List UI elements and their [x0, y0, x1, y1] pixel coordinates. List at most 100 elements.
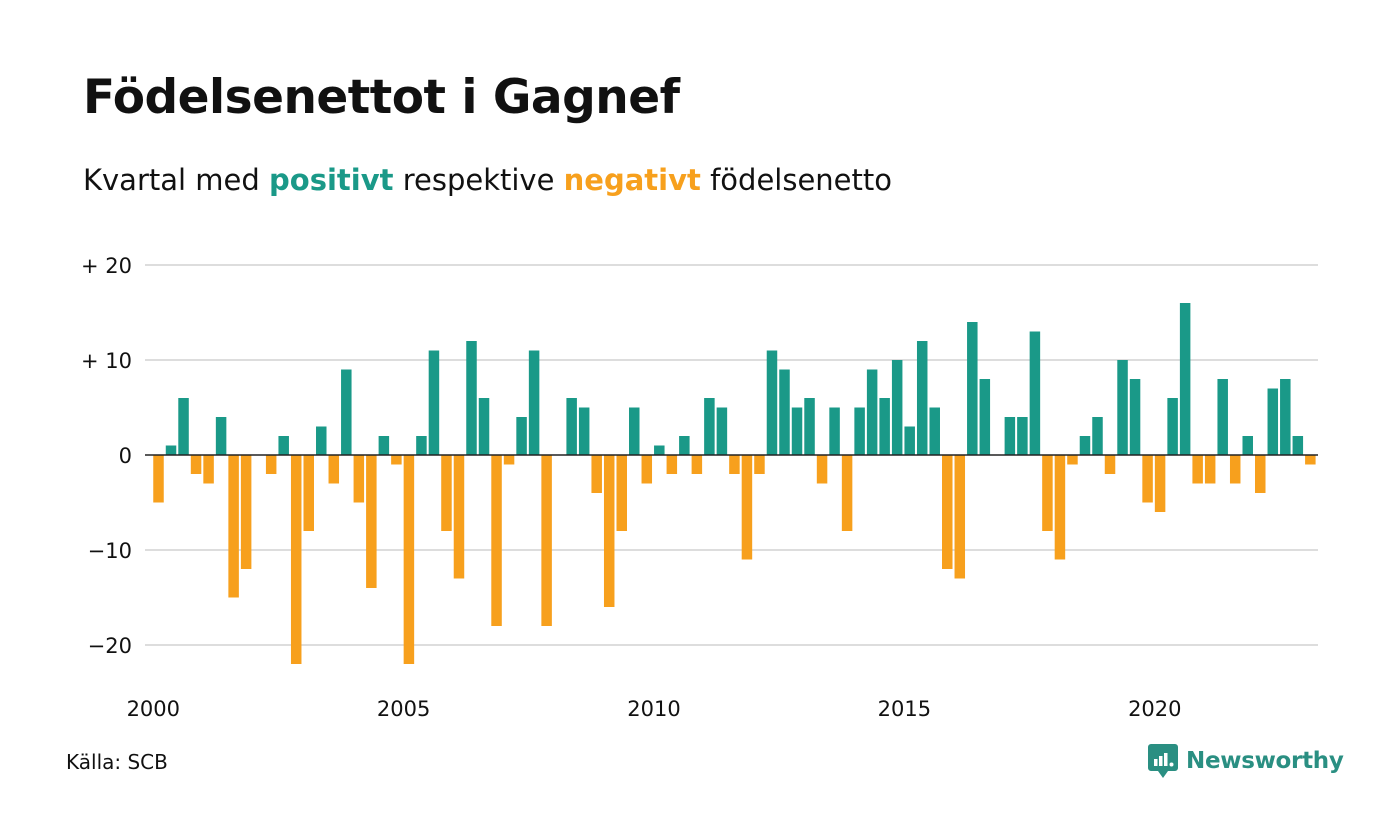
bar-negative — [1192, 455, 1203, 484]
bar-positive — [891, 360, 903, 455]
bar-positive — [1292, 436, 1304, 455]
bar-negative — [290, 455, 302, 664]
bar-negative — [503, 455, 515, 465]
bar-negative — [1054, 455, 1066, 560]
bar-positive — [1017, 417, 1028, 455]
bar-positive — [1280, 379, 1291, 455]
bar-positive — [528, 350, 540, 455]
bar-positive — [979, 379, 991, 455]
y-tick-label: −10 — [88, 539, 132, 563]
bar-negative — [391, 455, 402, 465]
bar-positive — [478, 398, 490, 455]
bar-negative — [328, 455, 340, 484]
bar-positive — [1242, 436, 1253, 455]
bar-positive — [1117, 360, 1128, 455]
source-note: Källa: SCB — [66, 750, 168, 774]
subtitle-suffix: födelsenetto — [700, 163, 892, 197]
bar-negative — [153, 455, 164, 503]
bar-positive — [215, 417, 227, 455]
bar-negative — [303, 455, 314, 531]
bar-negative — [491, 455, 502, 626]
bar-negative — [1142, 455, 1153, 503]
bar-negative — [441, 455, 452, 531]
bar-positive — [629, 407, 640, 455]
bar-negative — [1154, 455, 1166, 512]
bar-positive — [866, 369, 878, 455]
bar-positive — [1092, 417, 1103, 455]
bar-negative — [1104, 455, 1116, 474]
bar-negative — [1305, 455, 1316, 465]
bar-negative — [741, 455, 753, 560]
bar-positive — [1029, 331, 1041, 455]
bar-positive — [416, 436, 427, 455]
bar-positive — [879, 398, 890, 455]
bar-negative — [591, 455, 602, 493]
bar-positive — [904, 426, 915, 455]
bar-negative — [942, 455, 953, 569]
chart-subtitle: Kvartal med positivt respektive negativt… — [83, 163, 892, 197]
bar-positive — [716, 407, 728, 455]
chart-title: Födelsenettot i Gagnef — [83, 70, 680, 125]
bar-negative — [203, 455, 214, 484]
newsworthy-logo-icon — [1148, 744, 1178, 778]
bar-positive — [566, 398, 577, 455]
subtitle-middle: respektive — [393, 163, 564, 197]
bar-negative — [1204, 455, 1216, 484]
bar-negative — [616, 455, 627, 531]
bar-negative — [1042, 455, 1053, 531]
subtitle-negative-word: negativt — [563, 163, 701, 197]
x-tick-label: 2000 — [127, 697, 180, 721]
axes: + 20 + 10 0 −10 −20 2000 2005 2010 2015 2020 — [81, 254, 1318, 721]
bar-positive — [654, 445, 665, 455]
bar-positive — [791, 407, 803, 455]
grid-lines — [145, 264, 1318, 646]
x-tick-label: 2015 — [878, 697, 931, 721]
bar-positive — [829, 407, 840, 455]
x-tick-label: 2005 — [377, 697, 430, 721]
x-tick-label: 2010 — [627, 697, 680, 721]
bar-positive — [967, 322, 978, 455]
bar-positive — [1217, 379, 1228, 455]
y-tick-label: −20 — [88, 634, 132, 658]
bar-positive — [178, 398, 189, 455]
bar-negative — [729, 455, 740, 474]
bar-negative — [403, 455, 415, 664]
brand-logo: Newsworthy — [1148, 744, 1344, 778]
bar-negative — [541, 455, 552, 626]
bar-positive — [1267, 388, 1279, 455]
bar-positive — [916, 341, 928, 455]
y-tick-label: + 20 — [81, 254, 132, 278]
bar-negative — [190, 455, 202, 474]
bar-positive — [466, 341, 477, 455]
bar-positive — [1167, 398, 1178, 455]
bar-negative — [265, 455, 277, 474]
bar-positive — [1129, 379, 1141, 455]
brand-name: Newsworthy — [1186, 748, 1344, 774]
bar-positive — [704, 398, 715, 455]
x-tick-label: 2020 — [1128, 697, 1181, 721]
bar-negative — [603, 455, 615, 607]
subtitle-prefix: Kvartal med — [83, 163, 270, 197]
bar-negative — [691, 455, 703, 474]
bar-positive — [929, 407, 940, 455]
bar-positive — [804, 398, 815, 455]
bar-positive — [679, 436, 690, 455]
bar-positive — [779, 369, 790, 455]
bar-positive — [1179, 303, 1191, 455]
bar-positive — [341, 369, 352, 455]
bar-negative — [366, 455, 377, 588]
bar-negative — [841, 455, 853, 531]
bar-negative — [641, 455, 653, 484]
bar-negative — [1255, 455, 1266, 493]
bar-positive — [316, 426, 327, 455]
bar-positive — [516, 417, 527, 455]
bar-positive — [1079, 436, 1091, 455]
bar-negative — [754, 455, 765, 474]
bar-positive — [278, 436, 289, 455]
bar-positive — [428, 350, 440, 455]
subtitle-positive-word: positivt — [269, 163, 394, 197]
bar-positive — [165, 445, 177, 455]
bar-negative — [240, 455, 252, 569]
bar-negative — [1067, 455, 1078, 465]
